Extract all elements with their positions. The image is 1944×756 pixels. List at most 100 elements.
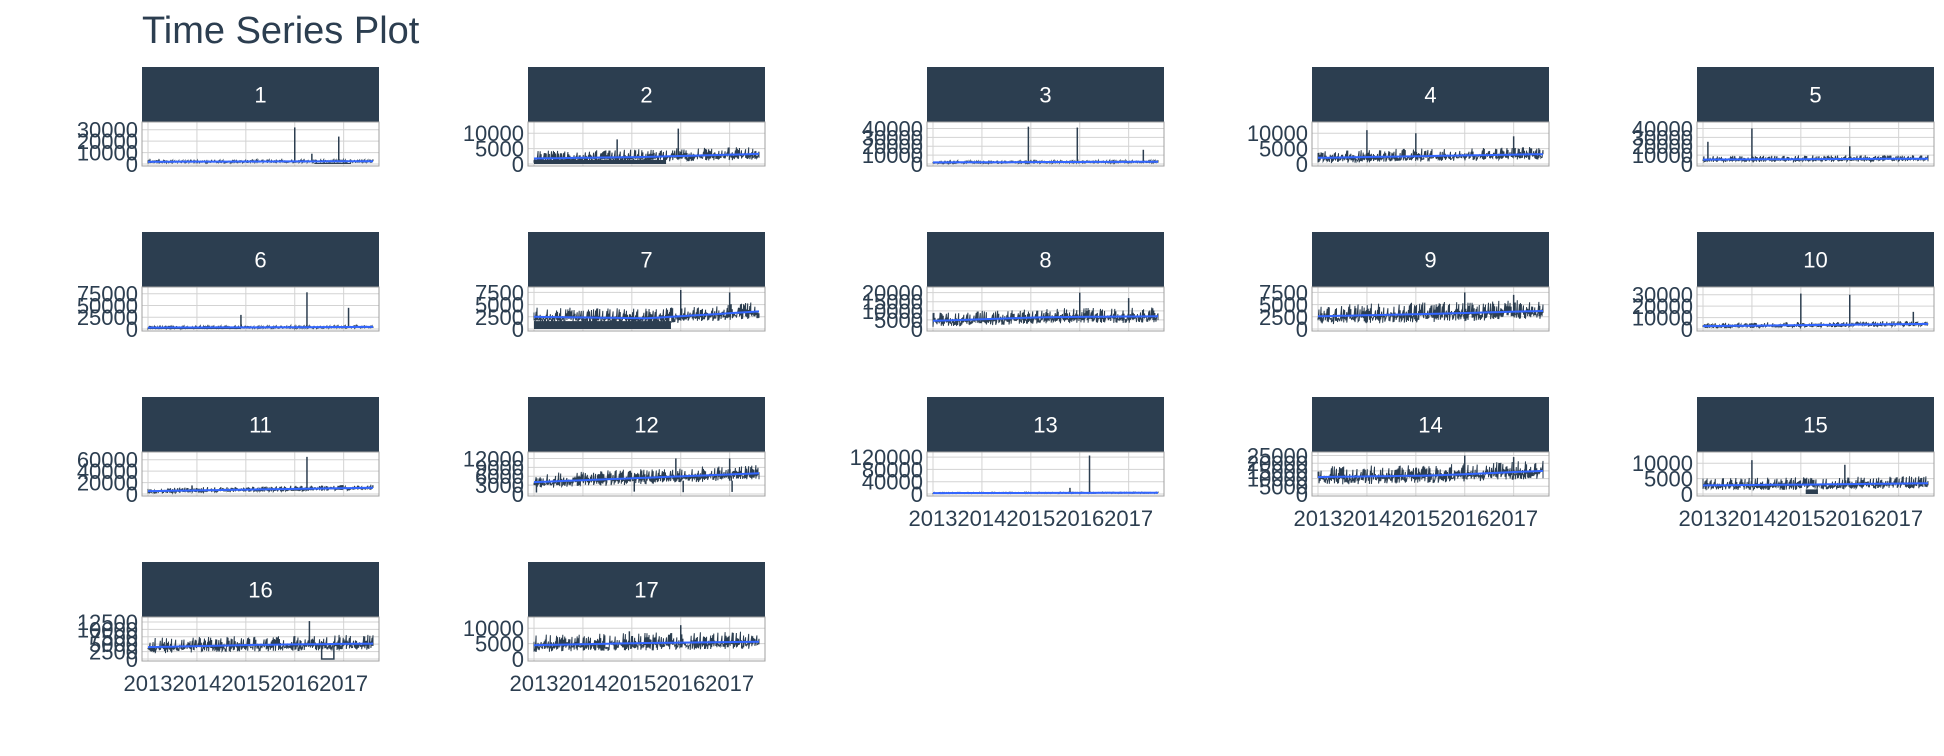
series-dense-block bbox=[148, 328, 241, 329]
y-tick-label: 25000 bbox=[77, 305, 138, 330]
x-tick-label: 2014 bbox=[558, 671, 607, 696]
y-tick-label: 12500 bbox=[77, 610, 138, 635]
y-tick-label: 10000 bbox=[463, 616, 524, 641]
trend-line bbox=[533, 472, 760, 484]
panel-background bbox=[927, 122, 1164, 166]
trend-line bbox=[533, 640, 760, 647]
y-tick-label: 5000 bbox=[1259, 474, 1308, 499]
chart-title: Time Series Plot bbox=[142, 10, 420, 52]
y-tick-label: 5000 bbox=[1259, 293, 1308, 318]
x-tick-label: 2013 bbox=[1294, 506, 1343, 531]
y-tick-label: 10000 bbox=[77, 141, 138, 166]
y-tick-label: 10000 bbox=[1632, 306, 1693, 331]
y-tick-label: 20000 bbox=[77, 471, 138, 496]
x-tick-label: 2015 bbox=[221, 671, 270, 696]
y-tick-label: 3000 bbox=[475, 473, 524, 498]
panel-border bbox=[926, 121, 1165, 167]
x-tick-label: 2015 bbox=[1776, 506, 1825, 531]
y-tick-label: 7500 bbox=[89, 625, 138, 650]
x-tick-label: 2015 bbox=[1006, 506, 1055, 531]
trend-line bbox=[1317, 310, 1544, 318]
y-tick-label: 0 bbox=[1681, 317, 1693, 342]
facet-strip-label: 12 bbox=[634, 413, 658, 438]
trend-line bbox=[533, 310, 760, 320]
panel-border bbox=[1311, 286, 1550, 332]
facet-strip bbox=[142, 562, 379, 617]
facet-strip bbox=[1697, 232, 1934, 287]
x-tick-label: 2014 bbox=[957, 506, 1006, 531]
y-tick-label: 0 bbox=[911, 317, 923, 342]
y-tick-label: 10000 bbox=[1247, 467, 1308, 492]
y-tick-label: 5000 bbox=[874, 308, 923, 333]
x-tick-label: 2013 bbox=[909, 506, 958, 531]
y-tick-label: 20000 bbox=[862, 281, 923, 306]
facet-strip bbox=[1312, 397, 1549, 452]
facet-strip bbox=[1697, 67, 1934, 122]
y-tick-label: 0 bbox=[1681, 152, 1693, 177]
y-tick-label: 0 bbox=[126, 152, 138, 177]
series-line bbox=[533, 631, 760, 652]
facet-strip-label: 8 bbox=[1039, 248, 1051, 273]
facet-strip bbox=[927, 67, 1164, 122]
x-tick-label: 2016 bbox=[656, 671, 705, 696]
x-tick-label: 2017 bbox=[705, 671, 754, 696]
facet-strip-label: 15 bbox=[1803, 413, 1827, 438]
y-tick-label: 5000 bbox=[475, 137, 524, 162]
y-tick-label: 40000 bbox=[1632, 116, 1693, 141]
panel-border bbox=[527, 616, 766, 662]
x-tick-label: 2017 bbox=[1874, 506, 1923, 531]
y-tick-label: 40000 bbox=[862, 116, 923, 141]
y-tick-label: 2500 bbox=[1259, 305, 1308, 330]
x-tick-label: 2016 bbox=[1440, 506, 1489, 531]
facet-strip bbox=[927, 232, 1164, 287]
y-tick-label: 10000 bbox=[862, 299, 923, 324]
x-tick-label: 2013 bbox=[510, 671, 559, 696]
panel-border bbox=[1696, 451, 1935, 497]
x-tick-label: 2015 bbox=[607, 671, 656, 696]
panel-border bbox=[527, 286, 766, 332]
panel-border bbox=[141, 451, 380, 497]
y-tick-label: 10000 bbox=[463, 121, 524, 146]
y-tick-label: 75000 bbox=[77, 282, 138, 307]
facet-strip bbox=[927, 397, 1164, 452]
facet-strip bbox=[528, 67, 765, 122]
x-tick-label: 2015 bbox=[1391, 506, 1440, 531]
y-tick-label: 0 bbox=[512, 482, 524, 507]
y-tick-label: 20000 bbox=[1632, 294, 1693, 319]
facet-strip-label: 7 bbox=[640, 248, 652, 273]
series-line bbox=[932, 307, 1159, 327]
series-dense-block bbox=[534, 159, 667, 164]
panel-border bbox=[527, 451, 766, 497]
panel-border bbox=[141, 616, 380, 662]
facet-strip-label: 16 bbox=[248, 578, 272, 603]
y-tick-label: 0 bbox=[1681, 482, 1693, 507]
y-tick-label: 0 bbox=[126, 482, 138, 507]
facet-strip-label: 3 bbox=[1039, 83, 1051, 108]
x-tick-label: 2014 bbox=[1727, 506, 1776, 531]
facet-strip-label: 6 bbox=[254, 248, 266, 273]
facet-strip-label: 1 bbox=[254, 83, 266, 108]
y-tick-label: 20000 bbox=[1632, 134, 1693, 159]
y-tick-label: 120000 bbox=[850, 445, 923, 470]
y-tick-label: 5000 bbox=[89, 632, 138, 657]
trend-line bbox=[148, 325, 373, 329]
y-tick-label: 10000 bbox=[77, 617, 138, 642]
y-tick-label: 0 bbox=[911, 152, 923, 177]
facet-strip-label: 4 bbox=[1424, 83, 1436, 108]
y-tick-label: 10000 bbox=[1632, 451, 1693, 476]
y-tick-label: 25000 bbox=[1247, 444, 1308, 469]
x-tick-label: 2016 bbox=[1825, 506, 1874, 531]
y-tick-label: 6000 bbox=[475, 464, 524, 489]
facet-strip bbox=[142, 397, 379, 452]
y-tick-label: 0 bbox=[1296, 317, 1308, 342]
facet-strip-label: 5 bbox=[1809, 83, 1821, 108]
y-tick-label: 5000 bbox=[475, 632, 524, 657]
y-tick-label: 7500 bbox=[475, 280, 524, 305]
facet-strip-label: 11 bbox=[249, 413, 272, 438]
y-tick-label: 0 bbox=[126, 317, 138, 342]
y-tick-label: 30000 bbox=[1632, 125, 1693, 150]
x-tick-label: 2017 bbox=[319, 671, 368, 696]
series-line bbox=[533, 465, 760, 489]
y-tick-label: 30000 bbox=[77, 118, 138, 143]
